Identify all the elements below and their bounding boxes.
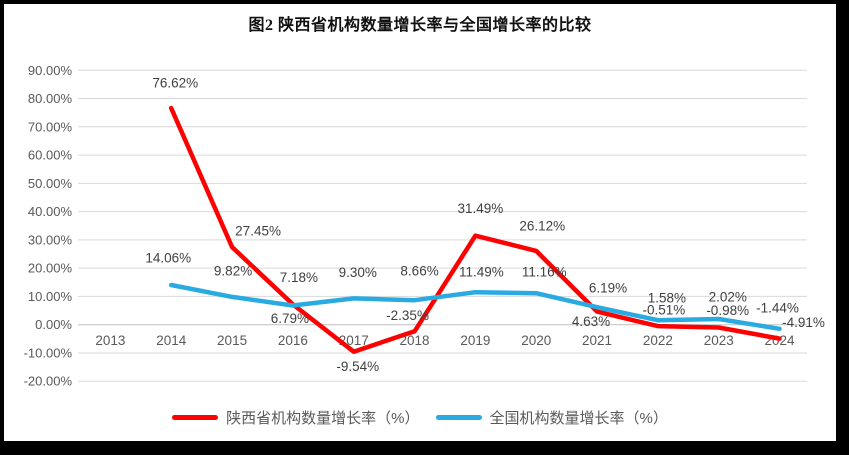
data-label: 6.79% [271, 311, 309, 326]
data-label: 11.49% [459, 265, 504, 280]
data-label: 7.18% [280, 270, 318, 285]
x-tick-label: 2014 [156, 333, 187, 348]
line-chart: 90.00% 80.00% 70.00% 60.00% 50.00% 40.00% 30.0… [24, 63, 825, 389]
y-tick-label: 40.00% [28, 204, 73, 219]
x-tick-label: 2018 [400, 333, 430, 348]
data-label: 2.02% [709, 289, 747, 304]
chart-title: 图2 陕西省机构数量增长率与全国增长率的比较 [248, 17, 592, 34]
series-line-shaanxi [168, 105, 782, 354]
y-tick-label: -10.00% [24, 345, 73, 360]
data-label: 8.66% [400, 264, 438, 279]
data-label: 4.63% [572, 314, 610, 329]
data-label: 9.30% [339, 265, 377, 280]
data-label: -0.98% [706, 303, 749, 318]
chart-panel: 图2 陕西省机构数量增长率与全国增长率的比较 90.00% 80.00% 70.00… [4, 4, 836, 441]
data-label: -9.54% [336, 359, 379, 374]
data-label: 6.19% [589, 281, 627, 296]
x-tick-label: 2020 [521, 333, 551, 348]
x-tick-label: 2016 [278, 333, 308, 348]
data-label: -4.91% [782, 315, 825, 330]
legend-label-shaanxi: 陕西省机构数量增长率（%） [226, 410, 420, 427]
x-tick-label: 2013 [95, 333, 125, 348]
x-tick-label: 2023 [704, 333, 734, 348]
blue-line-swatch-icon [435, 415, 482, 420]
data-label: 76.62% [152, 76, 198, 91]
series-line-national [168, 282, 782, 332]
y-tick-label: 0.00% [35, 317, 72, 332]
data-label: -0.51% [642, 303, 685, 318]
legend-label-national: 全国机构数量增长率（%） [489, 410, 668, 427]
y-tick-label: 10.00% [28, 289, 73, 304]
y-tick-label: 90.00% [28, 63, 73, 78]
x-tick-label: 2015 [217, 333, 247, 348]
x-tick-label: 2022 [643, 333, 673, 348]
data-label: 26.12% [519, 218, 565, 233]
data-label: 11.16% [522, 265, 567, 280]
red-line-swatch-icon [172, 415, 219, 420]
legend-item-national: 全国机构数量增长率（%） [435, 407, 668, 428]
data-label: -2.35% [386, 308, 429, 323]
data-label: 1.58% [648, 291, 686, 306]
chart-legend: 陕西省机构数量增长率（%） 全国机构数量增长率（%） [4, 407, 836, 428]
y-tick-label: 70.00% [28, 119, 73, 134]
y-tick-label: 30.00% [28, 232, 73, 247]
data-label: 9.82% [214, 263, 252, 278]
data-label: -1.44% [756, 300, 799, 315]
x-tick-label: 2019 [460, 333, 490, 348]
legend-item-shaanxi: 陕西省机构数量增长率（%） [172, 407, 420, 428]
y-tick-label: 80.00% [28, 91, 73, 106]
y-tick-label: -20.00% [24, 374, 73, 389]
x-tick-label: 2021 [582, 333, 612, 348]
data-label: 31.49% [457, 201, 503, 216]
y-tick-label: 20.00% [28, 261, 73, 276]
data-label: 14.06% [145, 250, 191, 265]
y-tick-label: 60.00% [28, 148, 73, 163]
data-label: 27.45% [235, 224, 281, 239]
y-tick-label: 50.00% [28, 176, 73, 191]
